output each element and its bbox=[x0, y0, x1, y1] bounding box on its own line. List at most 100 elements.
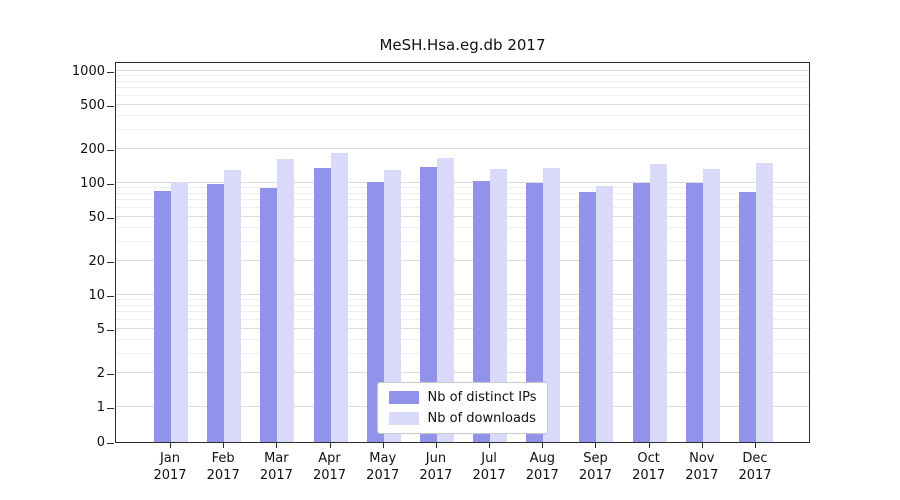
y-tick-mark bbox=[107, 105, 114, 107]
bar-distinct-ips bbox=[473, 180, 491, 442]
legend-entry-downloads: Nb of downloads bbox=[388, 411, 537, 426]
y-tick-mark bbox=[107, 408, 114, 409]
minor-gridline bbox=[116, 338, 809, 340]
bar-downloads bbox=[490, 169, 508, 442]
minor-gridline bbox=[116, 304, 809, 306]
minor-gridline bbox=[116, 192, 809, 194]
bar-distinct-ips bbox=[154, 190, 171, 442]
major-gridline bbox=[116, 215, 809, 217]
x-tick-mark bbox=[435, 443, 437, 448]
bar-downloads bbox=[702, 168, 720, 442]
legend-swatch-distinct-ips bbox=[388, 391, 419, 404]
y-tick-label: 50 bbox=[88, 209, 105, 225]
minor-gridline bbox=[116, 311, 809, 313]
y-tick-label: 10 bbox=[88, 288, 105, 303]
bar-distinct-ips bbox=[739, 192, 756, 442]
minor-gridline bbox=[116, 80, 809, 82]
x-tick-label: Jan 2017 bbox=[153, 451, 187, 483]
legend-entry-distinct-ips: Nb of distinct IPs bbox=[388, 390, 537, 405]
chart-title: MeSH.Hsa.eg.db 2017 bbox=[379, 36, 546, 54]
y-tick-mark bbox=[107, 72, 114, 73]
y-tick-mark bbox=[107, 374, 114, 376]
major-gridline bbox=[116, 103, 809, 105]
y-tick-label: 0 bbox=[96, 435, 105, 450]
y-tick-mark bbox=[107, 217, 114, 219]
y-tick-mark bbox=[107, 443, 114, 444]
major-gridline bbox=[116, 70, 809, 71]
minor-gridline bbox=[116, 94, 809, 96]
major-gridline bbox=[116, 148, 809, 150]
minor-gridline bbox=[116, 352, 809, 354]
x-tick-label: Apr 2017 bbox=[312, 451, 347, 483]
major-gridline bbox=[116, 182, 809, 183]
legend: Nb of distinct IPs Nb of downloads bbox=[376, 382, 549, 434]
x-tick-mark bbox=[701, 443, 703, 448]
y-tick-mark bbox=[107, 262, 114, 264]
y-tick-mark bbox=[107, 150, 114, 152]
bar-downloads bbox=[224, 170, 242, 442]
bar-downloads bbox=[171, 181, 188, 442]
bar-distinct-ips bbox=[526, 183, 544, 442]
legend-swatch-downloads bbox=[388, 412, 419, 425]
minor-gridline bbox=[116, 199, 809, 201]
major-gridline bbox=[116, 372, 809, 374]
minor-gridline bbox=[116, 206, 809, 208]
bar-distinct-ips bbox=[207, 184, 225, 442]
y-tick-mark bbox=[107, 296, 114, 297]
y-tick-label: 100 bbox=[80, 176, 105, 191]
major-gridline bbox=[116, 260, 809, 262]
x-tick-mark bbox=[648, 443, 650, 448]
x-tick-label: Feb 2017 bbox=[206, 451, 240, 483]
x-tick-mark bbox=[170, 443, 171, 448]
minor-gridline bbox=[116, 75, 809, 77]
legend-label-distinct-ips: Nb of distinct IPs bbox=[427, 390, 537, 405]
minor-gridline bbox=[116, 114, 809, 116]
x-tick-mark bbox=[542, 443, 544, 448]
x-tick-mark bbox=[276, 443, 278, 448]
y-tick-label: 2 bbox=[96, 366, 105, 382]
bar-downloads bbox=[330, 153, 348, 442]
y-tick-label: 1000 bbox=[71, 64, 105, 79]
bar-downloads bbox=[543, 168, 561, 442]
minor-gridline bbox=[116, 318, 809, 320]
y-tick-label: 20 bbox=[88, 254, 105, 270]
minor-gridline bbox=[116, 87, 809, 89]
x-tick-mark bbox=[489, 443, 491, 448]
bar-downloads bbox=[756, 162, 773, 442]
y-tick-label: 1 bbox=[96, 400, 105, 415]
bar-downloads bbox=[383, 169, 401, 442]
x-tick-label: Oct 2017 bbox=[632, 451, 666, 483]
y-tick-label: 5 bbox=[96, 321, 105, 337]
x-tick-label: May 2017 bbox=[366, 451, 400, 483]
bar-distinct-ips bbox=[419, 166, 437, 442]
x-tick-label: Jul 2017 bbox=[472, 451, 506, 483]
minor-gridline bbox=[116, 128, 809, 130]
x-tick-label: Jun 2017 bbox=[419, 451, 453, 483]
y-tick-label: 500 bbox=[80, 97, 105, 113]
bar-downloads bbox=[649, 163, 667, 442]
bar-distinct-ips bbox=[313, 168, 331, 442]
x-tick-mark bbox=[223, 443, 225, 448]
bar-distinct-ips bbox=[685, 183, 703, 442]
y-tick-mark bbox=[107, 329, 114, 331]
bar-downloads bbox=[436, 157, 454, 442]
bar-downloads bbox=[277, 158, 295, 442]
bar-distinct-ips bbox=[260, 188, 278, 442]
x-tick-label: Aug 2017 bbox=[525, 451, 559, 483]
bar-downloads bbox=[596, 185, 614, 442]
major-gridline bbox=[116, 327, 809, 329]
y-tick-label: 200 bbox=[80, 142, 105, 158]
major-gridline bbox=[116, 294, 809, 295]
x-tick-mark bbox=[755, 443, 756, 448]
bar-distinct-ips bbox=[579, 192, 597, 442]
minor-gridline bbox=[116, 240, 809, 242]
x-tick-label: Mar 2017 bbox=[259, 451, 293, 483]
minor-gridline bbox=[116, 226, 809, 228]
bar-distinct-ips bbox=[632, 183, 650, 442]
x-tick-mark bbox=[329, 443, 331, 448]
minor-gridline bbox=[116, 299, 809, 301]
legend-label-downloads: Nb of downloads bbox=[427, 411, 536, 426]
bar-distinct-ips bbox=[366, 182, 384, 442]
x-tick-label: Dec 2017 bbox=[738, 451, 772, 483]
